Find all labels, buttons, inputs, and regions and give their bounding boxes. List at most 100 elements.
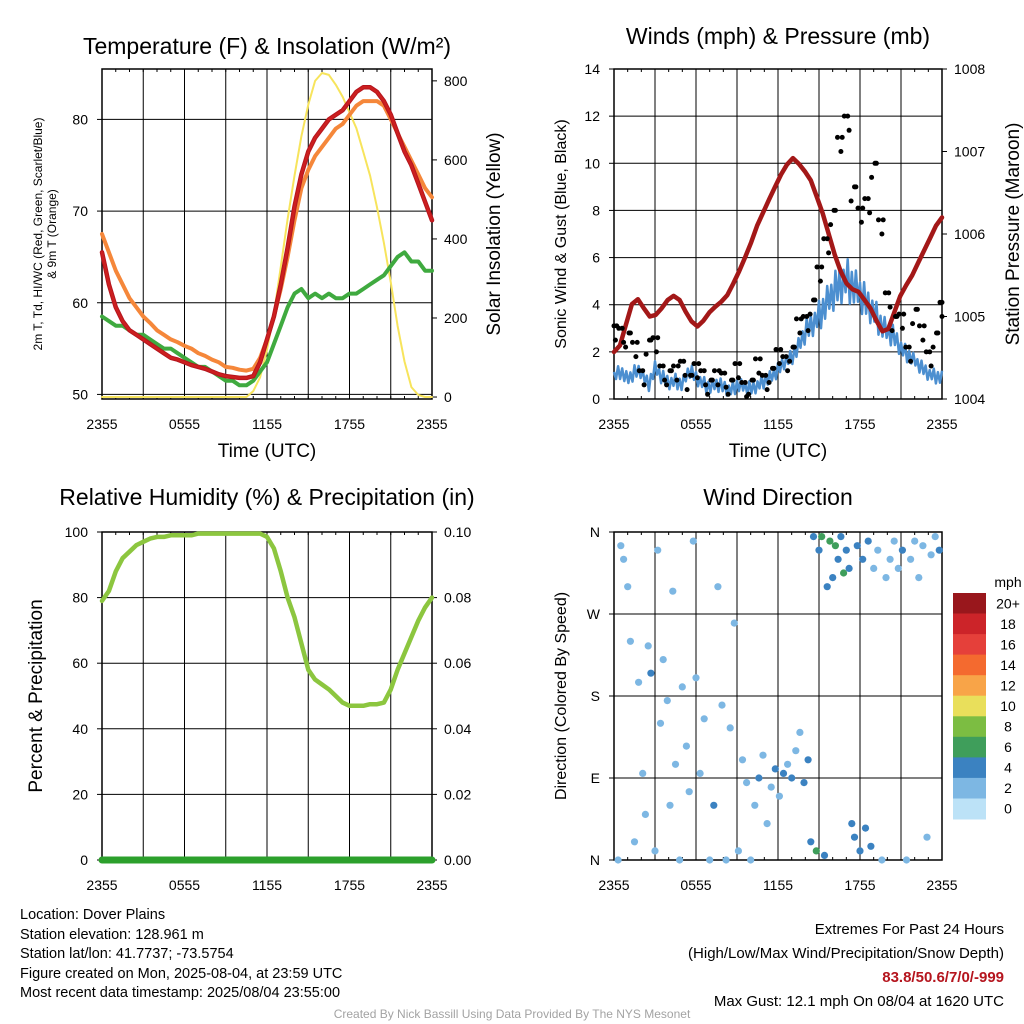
direction-point xyxy=(654,546,662,554)
pressure-line xyxy=(611,155,945,355)
gust-point xyxy=(880,217,886,223)
gust-point xyxy=(835,134,840,140)
direction-point xyxy=(898,546,907,554)
gust-point xyxy=(655,335,661,341)
direction-point xyxy=(666,801,674,809)
direction-point xyxy=(722,856,730,864)
y-tick-label: 2 xyxy=(592,344,600,360)
x-tick-label: 0555 xyxy=(680,877,711,893)
colorbar-swatch xyxy=(953,757,986,779)
y2-tick-label: 800 xyxy=(444,73,468,89)
x-tick-label: 1155 xyxy=(763,877,793,893)
direction-point xyxy=(935,546,943,554)
gust-point xyxy=(887,304,893,310)
colorbar-label: 2 xyxy=(1004,780,1012,796)
y-tick-label: 80 xyxy=(72,590,88,606)
gust-point xyxy=(805,328,811,334)
direction-point xyxy=(676,856,684,864)
direction-point xyxy=(878,856,886,864)
y2-axis-label: Solar Insolation (Yellow) xyxy=(484,132,505,335)
direction-point xyxy=(845,564,853,573)
direction-point xyxy=(651,847,659,855)
direction-point xyxy=(779,769,788,778)
gust-point xyxy=(725,391,731,397)
gust-point xyxy=(730,377,736,383)
colorbar-swatch xyxy=(953,654,986,676)
direction-point xyxy=(730,619,738,627)
direction-point xyxy=(678,683,686,691)
direction-point xyxy=(734,847,743,855)
gust-point xyxy=(757,356,763,362)
gust-point xyxy=(917,323,922,329)
colorbar-label: 12 xyxy=(1000,678,1016,694)
direction-point xyxy=(763,820,771,828)
direction-point xyxy=(829,574,837,582)
x-tick-label: 2355 xyxy=(416,877,447,893)
y2-tick-label: 1004 xyxy=(954,391,985,407)
x-tick-label: 1755 xyxy=(334,877,365,893)
temperature-line xyxy=(100,86,434,380)
gust-point xyxy=(696,361,702,367)
direction-point xyxy=(743,779,751,787)
gust-point xyxy=(848,198,854,204)
x-axis-label: Time (UTC) xyxy=(729,441,828,462)
gust-point xyxy=(910,321,916,327)
gust-point xyxy=(858,219,864,225)
extremes-info: Extremes For Past 24 Hours (High/Low/Max… xyxy=(688,918,1004,1014)
x-tick-label: 0555 xyxy=(169,877,200,893)
y2-tick-label: 600 xyxy=(444,152,468,168)
gust-point xyxy=(920,337,926,343)
gust-point xyxy=(619,325,625,331)
direction-point xyxy=(882,574,890,582)
direction-point xyxy=(700,715,708,723)
direction-point xyxy=(870,564,878,573)
direction-point xyxy=(788,774,796,782)
max-gust: Max Gust: 12.1 mph On 08/04 at 1620 UTC xyxy=(713,993,1004,1010)
x-tick-label: 0555 xyxy=(680,416,711,432)
y-tick-label: 80 xyxy=(72,111,88,127)
gust-point xyxy=(865,196,871,202)
x-tick-label: 2355 xyxy=(86,416,117,432)
gust-point xyxy=(627,330,633,336)
gust-point xyxy=(785,368,791,374)
y-tick-label: 70 xyxy=(72,203,88,219)
x-tick-label: 2355 xyxy=(86,877,117,893)
direction-point xyxy=(820,851,829,860)
y-tick-label: 0 xyxy=(80,852,88,868)
gust-point xyxy=(839,134,845,140)
gust-point xyxy=(826,250,832,256)
y-tick-label: 14 xyxy=(584,61,600,77)
gust-point xyxy=(791,344,797,350)
y-tick-label: S xyxy=(591,688,600,704)
gust-point xyxy=(705,391,711,397)
direction-point xyxy=(923,833,931,841)
direction-point xyxy=(890,537,898,545)
direction-point xyxy=(663,697,671,705)
direction-point xyxy=(755,774,763,782)
y2-tick-label: 0.10 xyxy=(444,524,471,540)
x-tick-label: 2355 xyxy=(598,416,629,432)
y-tick-label: 12 xyxy=(584,108,600,124)
gust-point xyxy=(723,384,729,390)
colorbar-label: 14 xyxy=(1000,657,1016,673)
gust-point xyxy=(908,358,914,364)
gust-point xyxy=(668,368,674,374)
gust-point xyxy=(939,314,945,319)
gust-point xyxy=(873,160,879,166)
direction-point xyxy=(635,678,643,686)
dewpoint-line xyxy=(100,250,434,388)
direction-point xyxy=(626,637,635,645)
gust-point xyxy=(694,375,700,381)
y-axis-label: Direction (Colored By Speed) xyxy=(553,592,570,800)
direction-point xyxy=(784,760,792,768)
y-tick-label: 20 xyxy=(72,786,88,802)
direction-point xyxy=(826,537,834,545)
direction-point xyxy=(867,842,875,850)
direction-point xyxy=(931,533,939,541)
colorbar-swatch xyxy=(953,593,986,614)
direction-point xyxy=(911,537,919,545)
direction-point xyxy=(907,555,915,563)
station-elevation: Station elevation: 128.961 m xyxy=(20,926,204,943)
direction-point xyxy=(800,779,808,787)
direction-point xyxy=(659,656,667,664)
